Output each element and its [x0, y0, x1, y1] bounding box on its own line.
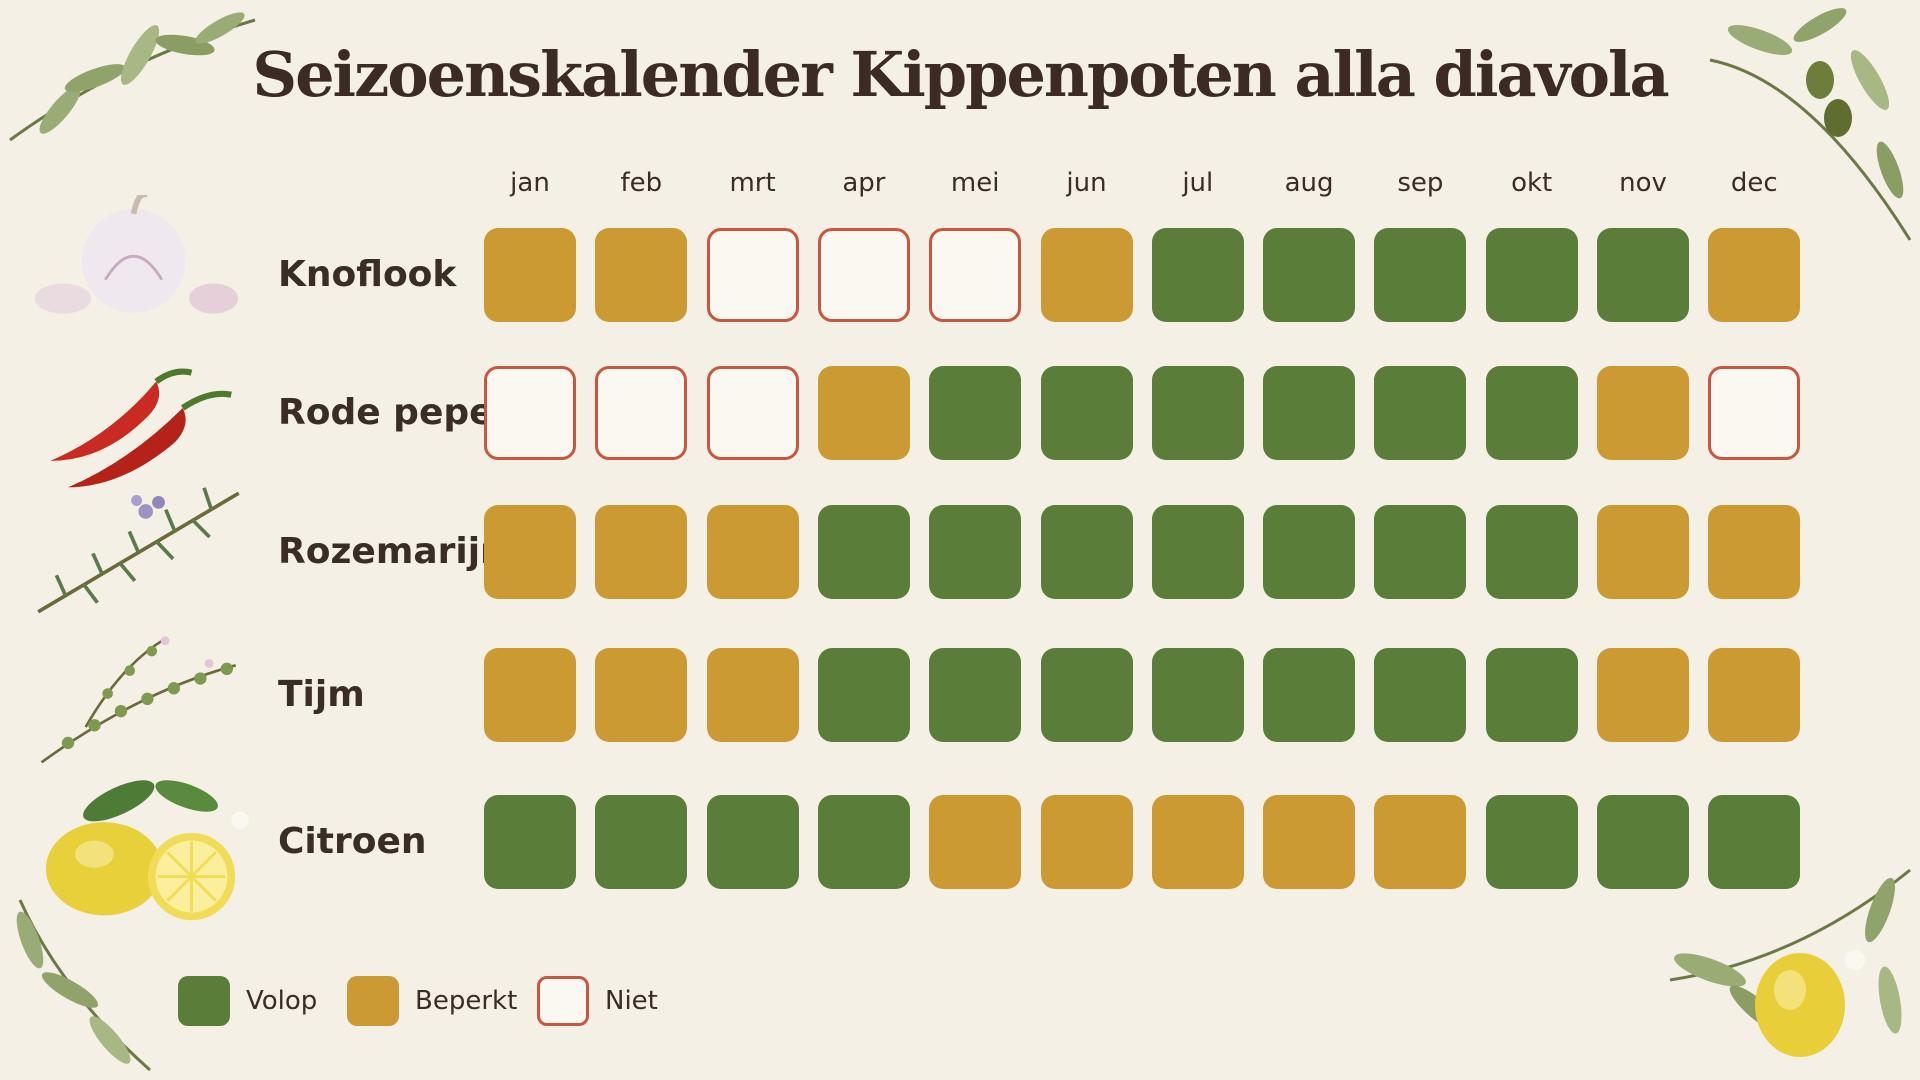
- cell-rode-peper-mrt: [706, 366, 799, 460]
- cell-tijm-mei: [929, 648, 1022, 742]
- cell-tijm-mrt: [706, 648, 799, 742]
- cell-rode-peper-jan: [484, 366, 576, 460]
- cell-knoflook-okt: [1485, 228, 1578, 322]
- cell-rozemarijn-jul: [1151, 505, 1244, 599]
- chart-title: Seizoenskalender Kippenpoten alla diavol…: [252, 38, 1669, 111]
- lemon-icon: [45, 780, 249, 921]
- cell-rode-peper-feb: [595, 366, 688, 460]
- cell-knoflook-mei: [929, 228, 1022, 322]
- cell-rozemarijn-mrt: [706, 505, 799, 599]
- cell-rozemarijn-sep: [1374, 505, 1467, 599]
- cell-rode-peper-nov: [1597, 366, 1689, 460]
- cell-rozemarijn-nov: [1597, 505, 1689, 599]
- cell-citroen-dec: [1708, 795, 1801, 889]
- rosemary-icon: [37, 487, 240, 614]
- cell-citroen-sep: [1374, 795, 1467, 889]
- month-label-nov: nov: [1619, 168, 1667, 198]
- cell-knoflook-sep: [1374, 228, 1467, 322]
- legend-swatch-beperkt: [347, 976, 399, 1026]
- cell-citroen-aug: [1263, 795, 1356, 889]
- cell-citroen-jan: [484, 795, 576, 889]
- cell-rode-peper-aug: [1263, 366, 1356, 460]
- month-label-mei: mei: [950, 168, 1000, 198]
- cell-rozemarijn-jun: [1040, 505, 1133, 599]
- cell-citroen-jun: [1040, 795, 1133, 889]
- cell-rode-peper-jul: [1151, 366, 1244, 460]
- red-pepper-icon: [50, 368, 232, 488]
- legend-label-niet: Niet: [605, 986, 658, 1016]
- month-label-jun: jun: [1066, 168, 1107, 198]
- month-label-okt: okt: [1511, 168, 1553, 198]
- cell-rozemarijn-mei: [929, 505, 1022, 599]
- month-label-aug: aug: [1284, 168, 1334, 198]
- cell-tijm-apr: [817, 648, 910, 742]
- cell-knoflook-mrt: [706, 228, 799, 322]
- cell-citroen-mrt: [706, 795, 799, 889]
- cell-rode-peper-sep: [1374, 366, 1467, 460]
- cell-knoflook-aug: [1263, 228, 1356, 322]
- cell-rozemarijn-aug: [1263, 505, 1356, 599]
- row-label: Citroen: [278, 821, 427, 862]
- cell-rode-peper-apr: [817, 366, 910, 460]
- month-label-jan: jan: [510, 168, 550, 198]
- month-label-dec: dec: [1730, 168, 1778, 198]
- olive-branch-bottom-left-icon: [16, 899, 151, 1072]
- month-label-apr: apr: [842, 168, 886, 198]
- cell-knoflook-jul: [1151, 228, 1244, 322]
- month-label-mrt: mrt: [729, 168, 776, 198]
- cell-citroen-apr: [817, 795, 910, 889]
- cell-rozemarijn-apr: [817, 505, 910, 599]
- cell-rozemarijn-feb: [595, 505, 688, 599]
- cell-citroen-okt: [1485, 795, 1578, 889]
- cell-rode-peper-dec: [1708, 366, 1801, 460]
- row-label: Rozemarijn: [278, 531, 506, 572]
- cell-rode-peper-okt: [1485, 366, 1578, 460]
- cell-knoflook-dec: [1708, 228, 1801, 322]
- cell-tijm-feb: [595, 648, 688, 742]
- month-label-feb: feb: [620, 168, 663, 198]
- row-label: Knoflook: [278, 254, 457, 295]
- cell-tijm-okt: [1485, 648, 1578, 742]
- olive-branch-top-right-icon: [1709, 8, 1912, 241]
- cell-tijm-dec: [1708, 648, 1801, 742]
- thyme-icon: [40, 636, 236, 764]
- legend-label-volop: Volop: [246, 986, 318, 1016]
- row-label: Rode peper: [278, 392, 512, 433]
- cell-tijm-nov: [1597, 648, 1689, 742]
- cell-tijm-aug: [1263, 648, 1356, 742]
- cell-rozemarijn-dec: [1708, 505, 1801, 599]
- cell-tijm-jun: [1040, 648, 1133, 742]
- month-label-sep: sep: [1397, 168, 1444, 198]
- cell-knoflook-jan: [484, 228, 576, 322]
- row-label: Tijm: [278, 674, 365, 715]
- cell-citroen-nov: [1597, 795, 1689, 889]
- cell-knoflook-jun: [1040, 228, 1133, 322]
- garlic-icon: [34, 195, 239, 314]
- cell-knoflook-feb: [595, 228, 688, 322]
- cell-rode-peper-jun: [1040, 366, 1133, 460]
- olive-branch-top-left-icon: [9, 12, 256, 142]
- cell-rozemarijn-jan: [484, 505, 576, 599]
- cell-citroen-jul: [1151, 795, 1244, 889]
- cell-rode-peper-mei: [929, 366, 1022, 460]
- legend-label-beperkt: Beperkt: [415, 986, 518, 1016]
- month-label-jul: jul: [1182, 168, 1214, 198]
- cell-knoflook-nov: [1597, 228, 1689, 322]
- cell-tijm-sep: [1374, 648, 1467, 742]
- cell-rozemarijn-okt: [1485, 505, 1578, 599]
- lemon-branch-bottom-right-icon: [1669, 868, 1911, 1057]
- cell-tijm-jan: [484, 648, 576, 742]
- legend-swatch-niet: [537, 976, 589, 1026]
- legend-swatch-volop: [178, 976, 230, 1026]
- cell-knoflook-apr: [817, 228, 910, 322]
- cell-tijm-jul: [1151, 648, 1244, 742]
- cell-citroen-mei: [929, 795, 1022, 889]
- cell-citroen-feb: [595, 795, 688, 889]
